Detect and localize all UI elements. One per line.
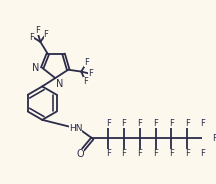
Text: F: F: [153, 149, 158, 158]
Text: F: F: [88, 69, 93, 78]
Text: F: F: [200, 149, 205, 158]
Text: F: F: [43, 30, 48, 39]
Text: F: F: [106, 149, 111, 158]
Text: F: F: [35, 26, 40, 35]
Text: F: F: [30, 33, 35, 42]
Text: F: F: [122, 119, 126, 128]
Text: HN: HN: [69, 124, 83, 133]
Text: O: O: [76, 149, 84, 159]
Text: F: F: [153, 119, 158, 128]
Text: F: F: [169, 149, 174, 158]
Text: F: F: [200, 119, 205, 128]
Text: F: F: [185, 119, 189, 128]
Text: F: F: [137, 149, 142, 158]
Text: F: F: [84, 58, 89, 67]
Text: N: N: [32, 63, 40, 73]
Text: F: F: [213, 134, 216, 143]
Text: N: N: [56, 79, 64, 89]
Text: F: F: [106, 119, 111, 128]
Text: F: F: [169, 119, 174, 128]
Text: F: F: [137, 119, 142, 128]
Text: F: F: [122, 149, 126, 158]
Text: F: F: [185, 149, 189, 158]
Text: F: F: [83, 77, 88, 86]
